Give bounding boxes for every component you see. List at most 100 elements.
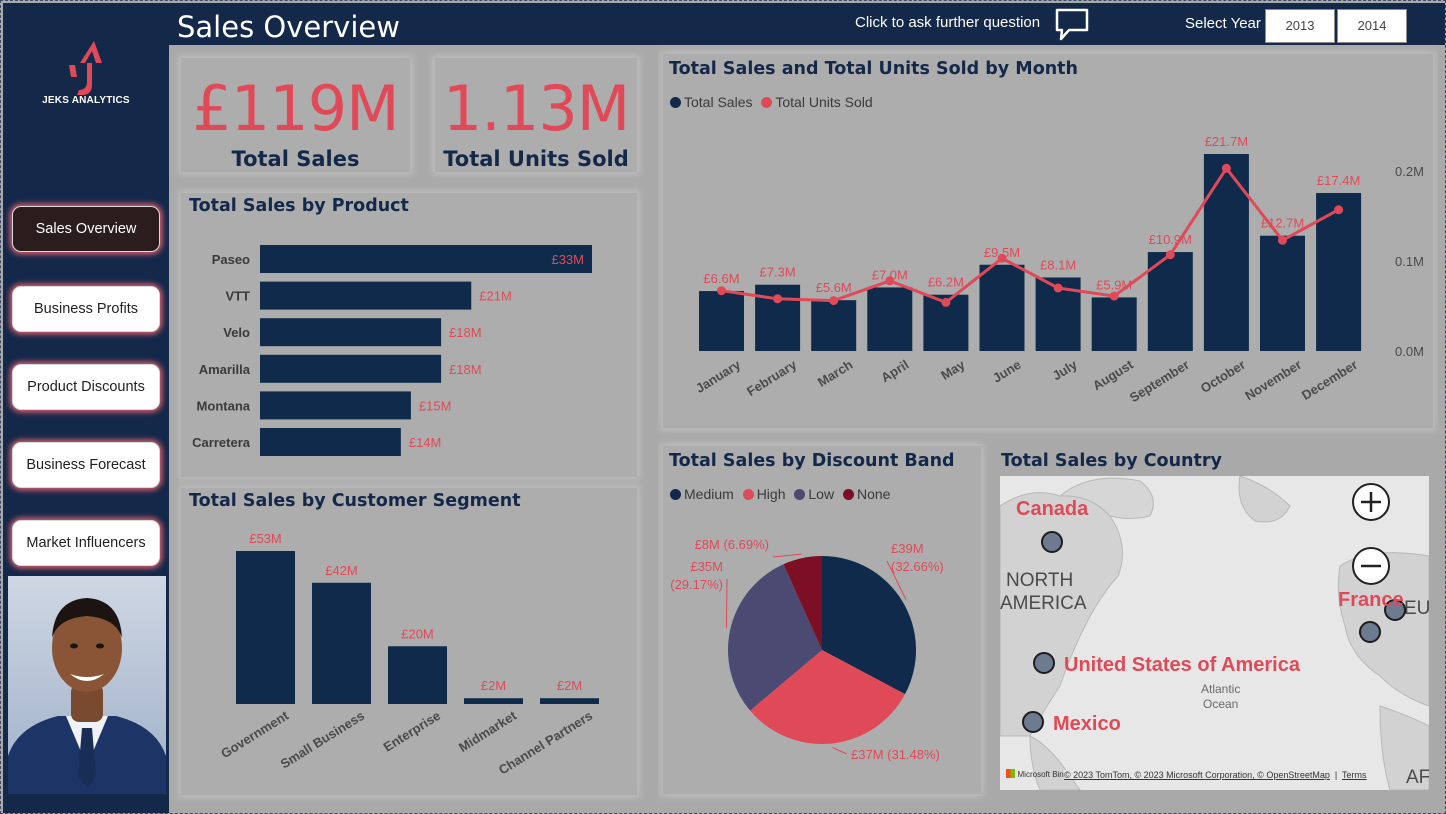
map-point-usa[interactable]	[1033, 652, 1055, 674]
pie-slice	[750, 650, 906, 744]
chart-title: Total Sales and Total Units Sold by Mont…	[669, 59, 1079, 79]
nav-business-profits[interactable]: Business Profits	[12, 286, 160, 332]
map-terms-link[interactable]: Terms	[1342, 770, 1367, 780]
pie-percent-label: (32.66%)	[891, 559, 944, 574]
select-year-label: Select Year	[1185, 15, 1261, 32]
month-sales-bar	[1147, 252, 1193, 351]
map-attribution: © 2023 TomTom, © 2023 Microsoft Corporat…	[1064, 770, 1367, 780]
segment-value-label: £2M	[481, 678, 506, 693]
pie-value-label: £8M (6.69%)	[695, 537, 769, 552]
map-brand-text: Microsoft Bing	[1017, 770, 1069, 779]
product-label: Amarilla	[199, 362, 251, 377]
map-point-france[interactable]	[1359, 621, 1381, 643]
chat-bubble-icon[interactable]	[1053, 6, 1091, 42]
units-point	[1165, 250, 1175, 260]
legend-none: None	[856, 486, 891, 502]
segment-bar-chart: £53M Government £42M Small Business £20M Ente…	[218, 531, 599, 778]
segment-bar	[464, 698, 523, 704]
ocean-line: Ocean	[1203, 697, 1239, 711]
product-bar	[260, 245, 592, 273]
segment-category-label: Enterprise	[381, 708, 443, 755]
product-bar	[260, 318, 442, 347]
month-label: May	[938, 356, 968, 383]
product-bar	[260, 428, 401, 456]
plus-icon	[1361, 492, 1381, 512]
nav-sales-overview[interactable]: Sales Overview	[12, 206, 160, 252]
y2-tick-label: 0.1M	[1395, 254, 1424, 269]
page-title: Sales Overview	[177, 10, 400, 44]
pie-value-label: £37M (31.48%)	[851, 747, 940, 762]
zoom-in-button[interactable]	[1352, 483, 1390, 521]
country-label-canada: Canada	[1016, 498, 1089, 520]
nav-business-forecast[interactable]: Business Forecast	[12, 442, 160, 488]
chart-title: Total Sales by Discount Band	[669, 451, 955, 471]
year-2013-button[interactable]: 2013	[1265, 9, 1335, 43]
chart-title: Total Sales by Customer Segment	[189, 491, 521, 511]
month-sales-bar	[867, 287, 913, 351]
microsoft-logo-icon	[1006, 769, 1015, 778]
month-sales-label: £5.6M	[816, 280, 852, 295]
segment-bar	[312, 582, 371, 704]
map-attribution-text[interactable]: © 2023 TomTom, © 2023 Microsoft Corporat…	[1064, 770, 1330, 780]
zoom-out-button[interactable]	[1352, 547, 1390, 585]
units-line	[721, 165, 1340, 305]
month-sales-label: £8.1M	[1040, 257, 1076, 272]
minus-icon	[1361, 564, 1381, 568]
year-2014-button[interactable]: 2014	[1337, 9, 1407, 43]
segment-value-label: £20M	[401, 626, 434, 641]
month-label: July	[1050, 356, 1081, 383]
y2-tick-label: 0.2M	[1395, 164, 1424, 179]
logo-text: JEKS ANALYTICS	[42, 95, 130, 106]
month-label: February	[744, 356, 800, 399]
month-sales-bar	[1203, 154, 1249, 351]
country-map[interactable]: NORTH AMERICA EU AF Atlantic Ocean Canad…	[1000, 476, 1429, 790]
map-brand: Microsoft Bing	[1006, 769, 1068, 779]
map-point-canada[interactable]	[1041, 531, 1063, 553]
month-sales-bar	[979, 264, 1025, 351]
units-point	[1221, 163, 1231, 173]
pie-leader-line	[832, 746, 848, 755]
units-point	[1278, 235, 1287, 245]
kpi-value: 1.13M	[442, 72, 631, 145]
month-sales-label: £7.3M	[760, 265, 796, 280]
map-point-mexico[interactable]	[1022, 711, 1044, 733]
sidebar: JEKS ANALYTICS Sales Overview Business P…	[3, 3, 169, 813]
month-label: December	[1299, 357, 1360, 403]
map-point-europe[interactable]	[1384, 599, 1406, 621]
country-label-usa: United States of America	[1064, 654, 1300, 676]
map-region-label: AF	[1406, 767, 1429, 788]
pie-value-label: £39M	[891, 541, 924, 556]
month-label: November	[1242, 357, 1304, 403]
month-sales-bar	[811, 300, 857, 351]
segment-category-label: Midmarket	[456, 707, 520, 755]
month-sales-label: £6.6M	[703, 271, 739, 286]
map-region-label: EU	[1404, 598, 1429, 619]
product-bar	[260, 354, 442, 383]
monthly-combo-chart: 0.0M 0.1M 0.2M January February March April May…	[693, 134, 1424, 405]
month-sales-bar	[1091, 297, 1137, 351]
product-value-label: £21M	[479, 289, 512, 304]
segment-bar	[540, 698, 599, 704]
segment-bar	[388, 646, 447, 704]
segment-value-label: £53M	[249, 531, 282, 546]
segment-value-label: £2M	[557, 678, 582, 693]
nav-market-influencers[interactable]: Market Influencers	[12, 520, 160, 566]
segment-bar	[236, 551, 295, 704]
pie-slice	[822, 556, 916, 695]
ask-question-link[interactable]: Click to ask further question	[855, 14, 1041, 31]
pie-slice	[783, 556, 822, 650]
map-region-label: NORTH	[1006, 570, 1074, 591]
map-land-icon	[1000, 476, 1429, 790]
legend-total-sales: Total Sales	[684, 94, 753, 110]
product-label: Carretera	[192, 435, 251, 450]
y2-tick-label: 0.0M	[1395, 344, 1424, 359]
legend-high: High	[756, 486, 786, 502]
kpi-total-units: 1.13M Total Units Sold	[435, 58, 637, 172]
segment-category-label: Small Business	[278, 708, 367, 772]
nav-product-discounts[interactable]: Product Discounts	[12, 364, 160, 410]
pie-leader-line	[725, 578, 728, 629]
month-sales-label: £17.4M	[1317, 173, 1360, 188]
avatar-portrait-icon	[8, 576, 166, 794]
product-value-label: £18M	[449, 362, 482, 377]
